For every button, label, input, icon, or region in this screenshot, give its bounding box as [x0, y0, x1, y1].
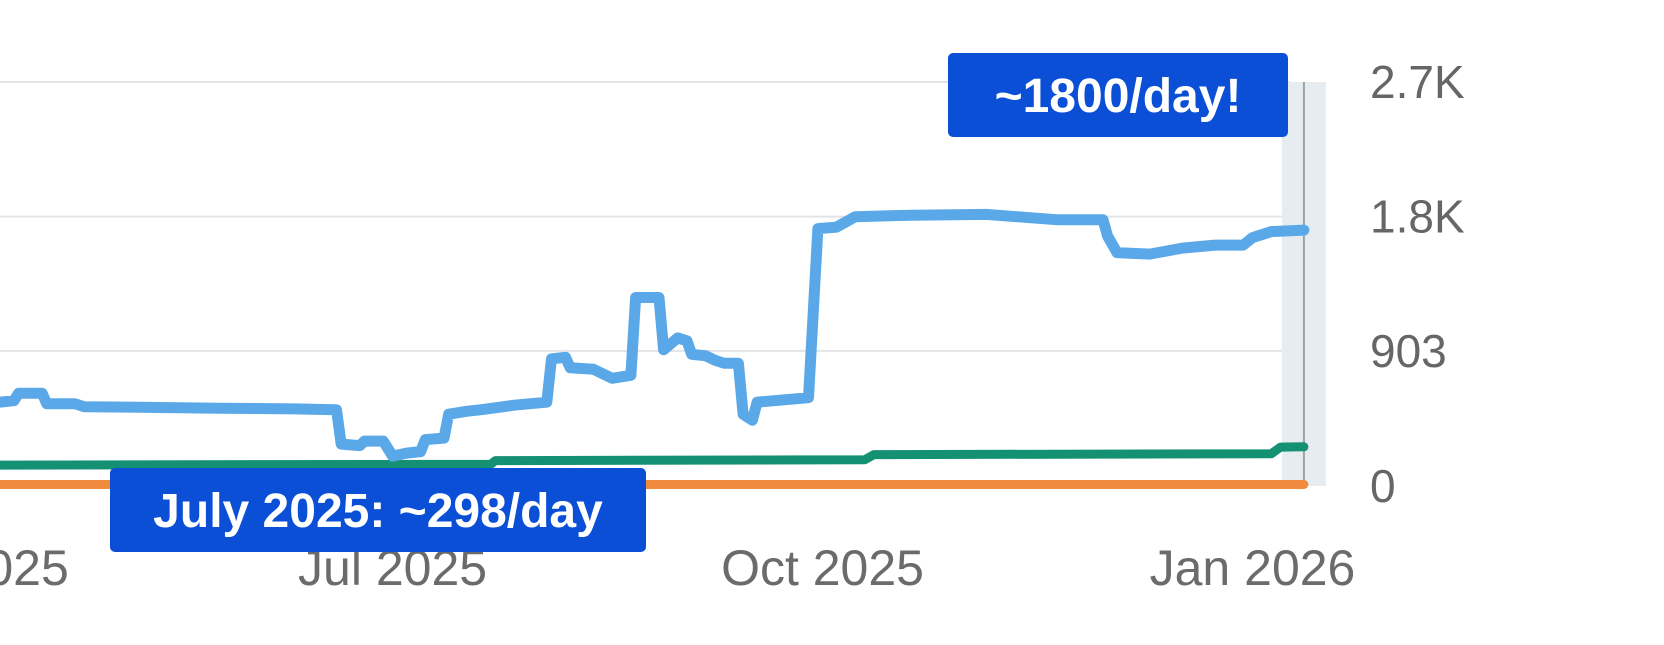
- y-axis-ticks: 0 903 1.8K 2.7K: [1370, 56, 1465, 512]
- hover-indicator: [1281, 82, 1326, 486]
- x-tick-label-0: Apr 2025: [0, 540, 69, 596]
- series-lines: [0, 208, 1310, 489]
- series-line-1: [0, 442, 1309, 470]
- y-tick-label-0: 0: [1370, 460, 1396, 512]
- annotations: ~1800/day! July 2025: ~298/day: [110, 53, 1288, 552]
- callout-box-0: [948, 53, 1288, 137]
- callout-text-1: July 2025: ~298/day: [153, 485, 603, 538]
- callout-0: ~1800/day!: [948, 53, 1288, 137]
- callout-text-0: ~1800/day!: [995, 70, 1242, 123]
- series-line-0: [0, 208, 1310, 462]
- y-tick-label-3: 2.7K: [1370, 56, 1465, 108]
- x-tick-label-3: Jan 2026: [1150, 540, 1356, 596]
- x-tick-label-2: Oct 2025: [721, 540, 924, 596]
- y-tick-label-1: 903: [1370, 325, 1447, 377]
- y-tick-label-2: 1.8K: [1370, 191, 1465, 243]
- callout-box-1: [110, 468, 646, 552]
- callout-1: July 2025: ~298/day: [110, 468, 646, 552]
